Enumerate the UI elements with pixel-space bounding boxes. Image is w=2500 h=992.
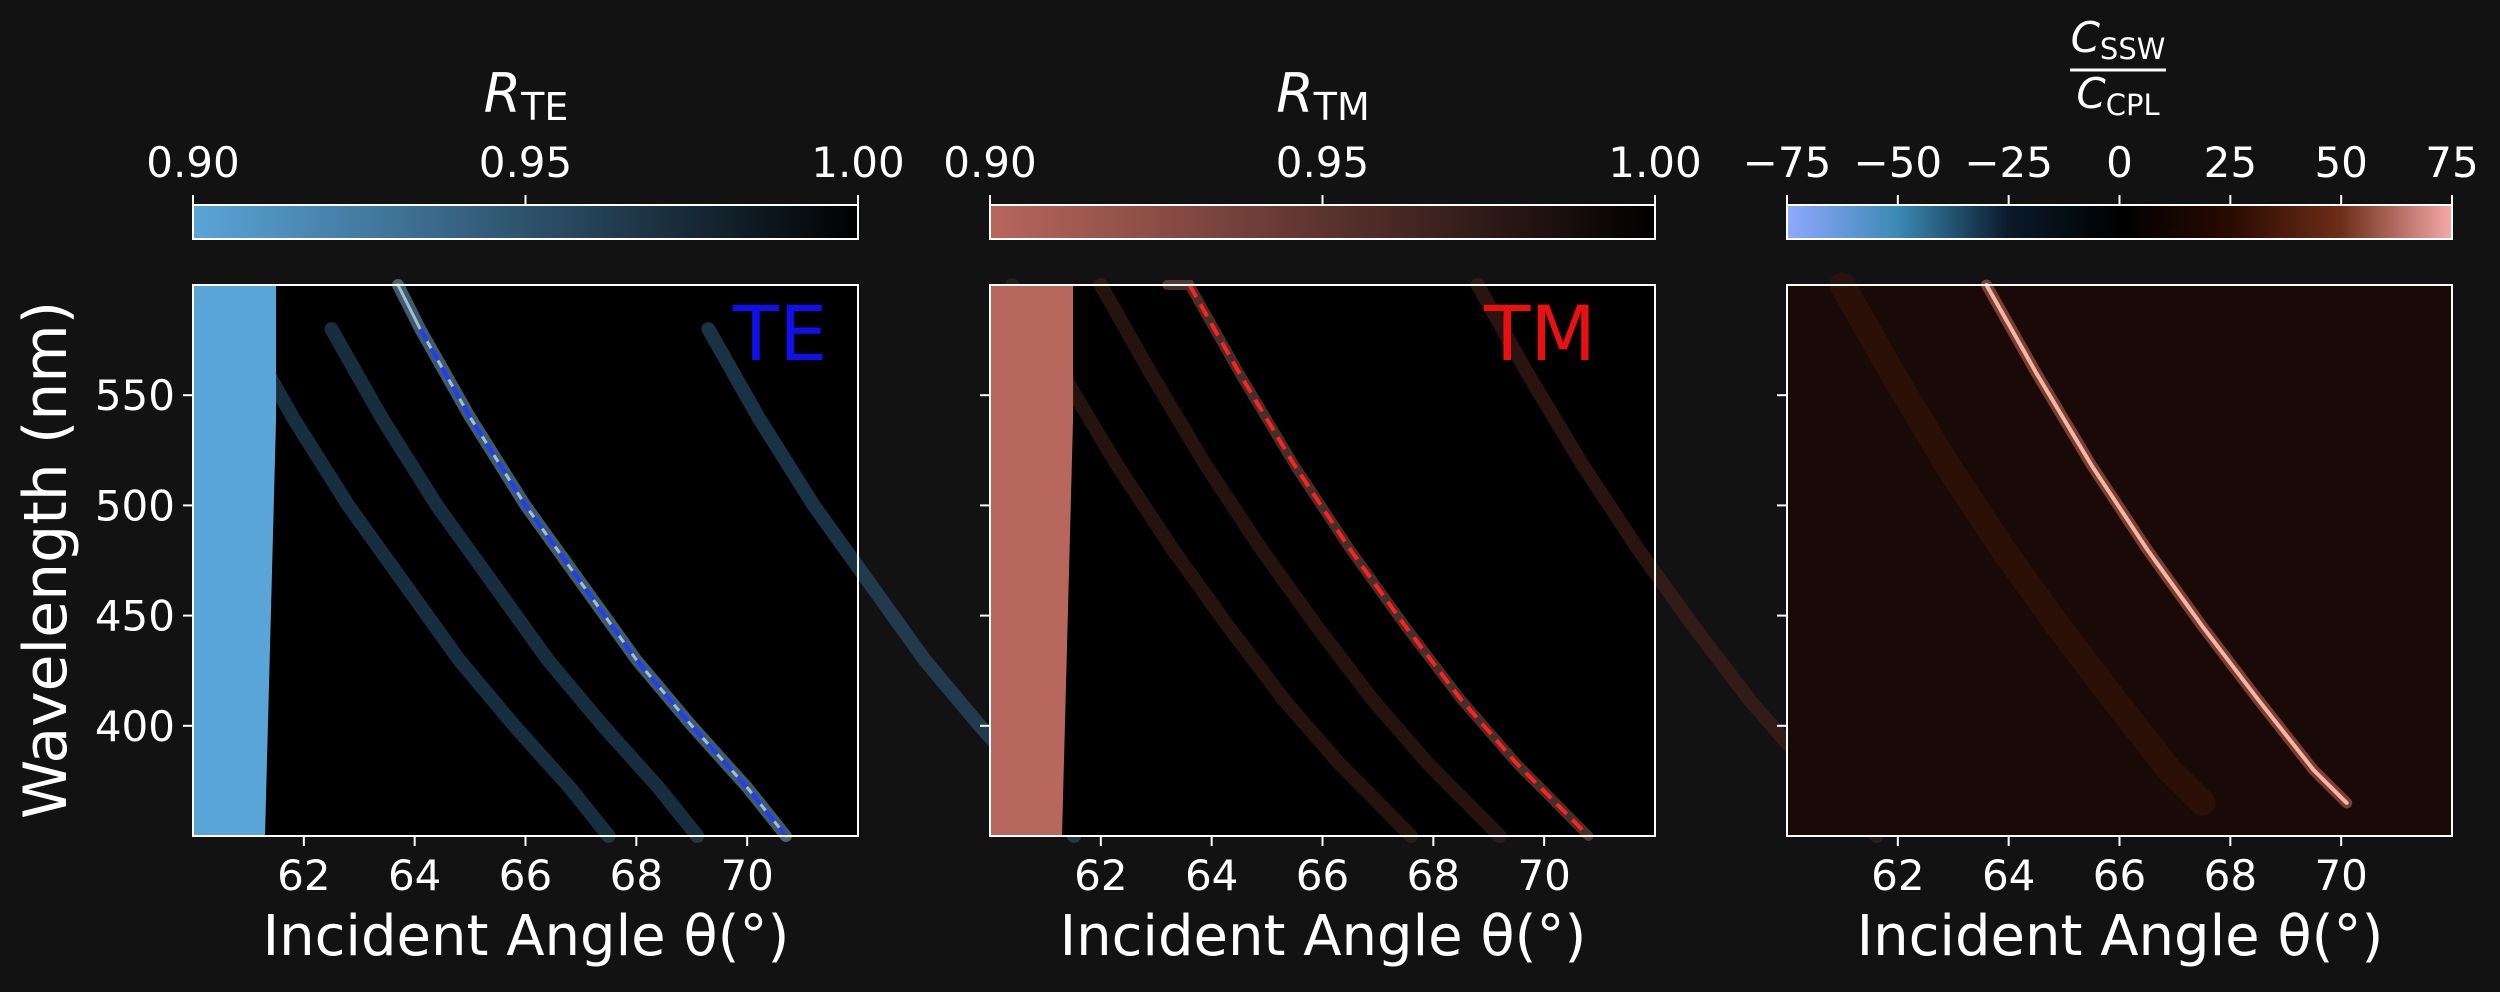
colorbar-ratio-bar — [1786, 204, 2453, 240]
colorbar-te: RTE 0.90 0.95 1.00 — [146, 62, 905, 240]
panel-tm: RTM 0.90 0.95 1.00 TM 62 64 66 68 70 Incident … — [943, 62, 1884, 969]
plot-te-ylabel: Wavelength (nm) — [11, 301, 81, 819]
plot-tm-y-ticks — [980, 394, 990, 727]
x-tick-label: 64 — [388, 851, 441, 900]
x-tick-label: 70 — [1517, 851, 1570, 900]
colorbar-tick-label: 0.90 — [146, 138, 240, 187]
x-tick-label: 66 — [499, 851, 552, 900]
x-tick-label: 66 — [1296, 851, 1349, 900]
plot-ratio-faint-modes — [1829, 272, 2216, 816]
y-tick-label: 550 — [95, 371, 175, 420]
plot-tm-dashed-curve — [1187, 284, 1590, 838]
x-tick-label: 62 — [1871, 851, 1924, 900]
x-tick-label: 62 — [277, 851, 330, 900]
plot-ratio-y-ticks — [1777, 394, 1787, 727]
x-tick-label: 64 — [1185, 851, 1238, 900]
y-tick-label: 500 — [95, 481, 175, 530]
colorbar-tick-label: 0 — [2106, 138, 2133, 187]
plot-te-y-ticks: 400 450 500 550 — [95, 371, 193, 751]
faint-mode-band — [1829, 272, 2216, 816]
colorbar-tick-label: 0.95 — [479, 138, 573, 187]
plot-te-dashed-curve — [418, 328, 788, 838]
plot-tm-xlabel: Incident Angle θ(°) — [1060, 904, 1587, 969]
y-tick-label: 450 — [95, 592, 175, 641]
colorbar-tick-label: 75 — [2425, 138, 2478, 187]
colorbar-tick-label: 1.00 — [1608, 138, 1702, 187]
plot-ratio-x-ticks: 62 64 66 68 70 — [1871, 836, 2368, 900]
colorbar-tm-bar — [989, 204, 1656, 240]
x-tick-label: 70 — [720, 851, 773, 900]
plot-ratio-bright-curve — [1984, 283, 2349, 805]
faint-mode-band — [324, 322, 705, 843]
faint-mode-band — [235, 322, 616, 843]
colorbar-tick-label: 0.90 — [943, 138, 1037, 187]
x-tick-label: 62 — [1074, 851, 1127, 900]
colorbar-tick-label: −75 — [1743, 138, 1832, 187]
colorbar-tick-label: −50 — [1854, 138, 1943, 187]
colorbar-tick-label: 25 — [2204, 138, 2257, 187]
plot-ratio-xlabel: Incident Angle θ(°) — [1857, 904, 2384, 969]
plot-tm: TM 62 64 66 68 70 Incident Angle θ(°) — [980, 278, 1884, 969]
x-tick-label: 70 — [2314, 851, 2367, 900]
x-tick-label: 66 — [2093, 851, 2146, 900]
colorbar-te-bar — [192, 204, 859, 240]
panel-te: RTE 0.90 0.95 1.00 TE 62 64 66 68 70 400 450 500… — [11, 62, 1082, 969]
plot-te-x-ticks: 62 64 66 68 70 — [277, 836, 774, 900]
colorbar-ratio-ticks: −75 −50 −25 0 25 50 75 — [1743, 138, 2479, 205]
colorbar-tm: RTM 0.90 0.95 1.00 — [943, 62, 1702, 240]
plot-te-total-reflection-region — [193, 285, 277, 836]
plot-tm-annotation: TM — [1483, 289, 1596, 378]
colorbar-tick-label: 50 — [2314, 138, 2367, 187]
colorbar-tm-ticks: 0.90 0.95 1.00 — [943, 138, 1702, 205]
plot-tm-total-reflection-region — [990, 285, 1074, 836]
panel-ratio: CSSW CCPL −75 −50 −25 0 25 50 75 62 64 66 68 70 In… — [1743, 13, 2479, 969]
x-tick-label: 68 — [1407, 851, 1460, 900]
colorbar-ratio-denominator: CCPL — [2076, 69, 2159, 122]
plot-tm-x-ticks: 62 64 66 68 70 — [1074, 836, 1571, 900]
y-tick-label: 400 — [95, 702, 175, 751]
colorbar-ratio: CSSW CCPL −75 −50 −25 0 25 50 75 — [1743, 13, 2479, 240]
plot-te-xlabel: Incident Angle θ(°) — [263, 904, 790, 969]
colorbar-te-label: RTE — [484, 62, 569, 129]
colorbar-tm-label: RTM — [1276, 62, 1370, 129]
x-tick-label: 68 — [610, 851, 663, 900]
x-tick-label: 68 — [2204, 851, 2257, 900]
colorbar-tick-label: −25 — [1964, 138, 2053, 187]
colorbar-tick-label: 1.00 — [811, 138, 905, 187]
colorbar-tick-label: 0.95 — [1276, 138, 1370, 187]
x-tick-label: 64 — [1982, 851, 2035, 900]
plot-te-annotation: TE — [732, 289, 827, 378]
colorbar-ratio-numerator: CSSW — [2071, 13, 2166, 66]
plot-te: TE 62 64 66 68 70 400 450 500 550 Incident Angl… — [11, 279, 1082, 969]
faint-mode-band — [1093, 278, 1507, 843]
colorbar-te-ticks: 0.90 0.95 1.00 — [146, 138, 905, 205]
plot-ratio: 62 64 66 68 70 Incident Angle θ(°) — [1777, 272, 2453, 969]
